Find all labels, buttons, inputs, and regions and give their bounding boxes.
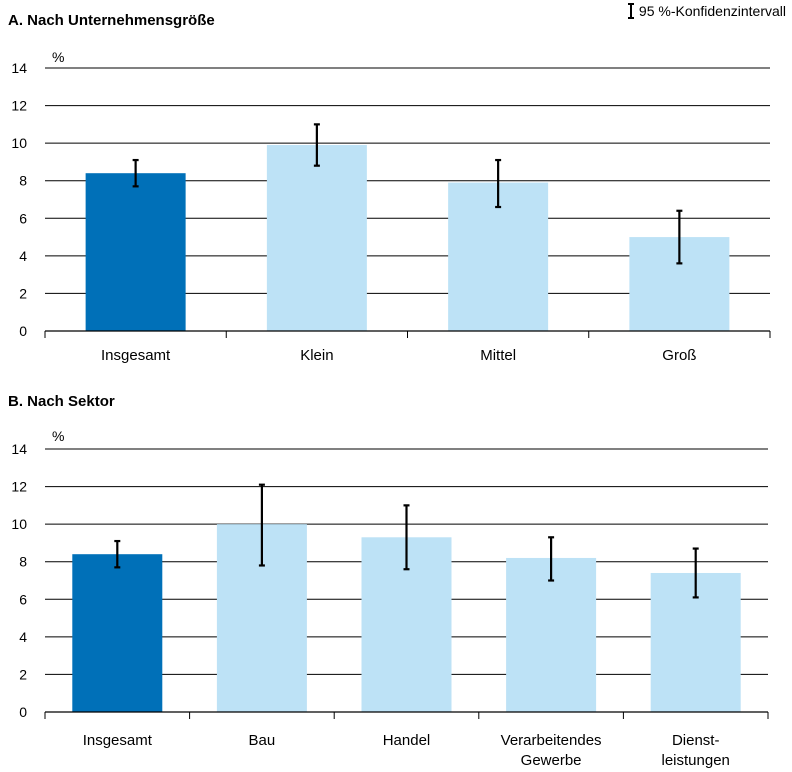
panel-a-bar — [266, 145, 367, 331]
panel-b-ytick-label: 14 — [11, 441, 27, 457]
panel-a-ytick-label: 2 — [19, 285, 27, 301]
panel-b-ytick-label: 2 — [19, 666, 27, 682]
panel-a-category-label: Klein — [300, 347, 333, 364]
legend: 95 %-Konfidenzintervall — [627, 2, 786, 20]
ci-legend-label: 95 %-Konfidenzintervall — [638, 3, 786, 19]
panel-b-unit-label: % — [52, 428, 64, 444]
ci-legend-icon — [627, 3, 634, 19]
panel-b-category-label: Dienst-leistungen — [662, 732, 730, 769]
panel-b-ytick-label: 10 — [11, 516, 27, 532]
panel-b-ytick-label: 0 — [19, 704, 27, 720]
panel-b-title: B. Nach Sektor — [8, 393, 115, 410]
panel-b-ytick-label: 6 — [19, 591, 27, 607]
panel-b-bar — [506, 557, 597, 712]
panel-b-ytick-label: 8 — [19, 554, 27, 570]
panel-b-bar — [72, 554, 163, 712]
panel-a-ytick-label: 8 — [19, 173, 27, 189]
panel-a-category-label: Mittel — [480, 347, 516, 364]
panel-a-unit-label: % — [52, 49, 64, 65]
panel-a-ytick-label: 4 — [19, 248, 27, 264]
panel-b-category-label: Insgesamt — [83, 732, 153, 749]
panel-a-title: A. Nach Unternehmensgröße — [8, 12, 215, 29]
panel-a-bar — [85, 173, 186, 331]
panel-b-ytick-label: 4 — [19, 629, 27, 645]
panel-b-category-label: Verarbeitendes Gewerbe — [501, 732, 602, 769]
panel-a-ytick-label: 10 — [11, 135, 27, 151]
panel-a-ytick-label: 14 — [11, 60, 27, 76]
panel-a-ytick-label: 0 — [19, 323, 27, 339]
panel-a-ytick-label: 6 — [19, 210, 27, 226]
panel-b-category-label: Bau — [249, 732, 276, 749]
panel-b-category-label: Handel — [383, 732, 431, 749]
panel-a-category-label: Insgesamt — [101, 347, 171, 364]
panel-a-ytick-label: 12 — [11, 98, 27, 114]
panel-a-category-label: Groß — [662, 347, 696, 364]
panel-b-ytick-label: 12 — [11, 479, 27, 495]
